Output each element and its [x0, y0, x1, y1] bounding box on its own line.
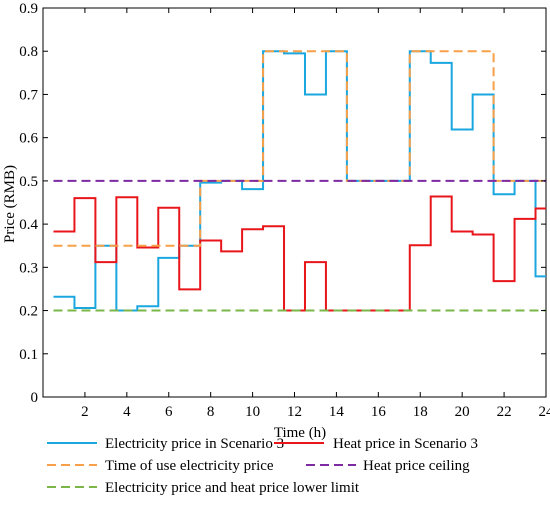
legend-entry: Heat price in Scenario 3: [274, 436, 478, 452]
y-axis-label: Price (RMB): [2, 165, 18, 243]
series-line-0: [53, 50, 546, 312]
legend-label: Electricity price in Scenario 3: [105, 436, 284, 452]
y-tick-label: 0.5: [19, 174, 38, 190]
x-tick-label: 8: [207, 404, 215, 420]
y-tick-label: 0.7: [19, 87, 38, 103]
legend-entry: Electricity price in Scenario 3: [47, 436, 284, 452]
y-tick-label: 0.3: [19, 260, 38, 276]
x-tick-label: 20: [455, 404, 470, 420]
legend: Electricity price in Scenario 3 Heat pric…: [47, 436, 478, 496]
y-tick-label: 0.4: [19, 217, 38, 233]
y-tick-label: 0.8: [19, 44, 38, 60]
legend-entry: Heat price ceiling: [306, 458, 470, 474]
x-tick-label: 4: [123, 404, 131, 420]
x-tick-label: 18: [413, 404, 428, 420]
legend-label: Heat price in Scenario 3: [333, 436, 478, 452]
legend-label: Time of use electricity price: [105, 458, 274, 474]
y-tick-label: 0.1: [19, 347, 38, 363]
y-tick-label: 0: [31, 390, 39, 406]
x-tick-label: 12: [287, 404, 302, 420]
axes-layer: 2 4 6 8 10 12 14 16 18 20 22 2400.10.20.30.40.50.60…: [19, 1, 550, 420]
legend-label: Electricity price and heat price lower l…: [105, 480, 360, 496]
y-tick-label: 0.9: [19, 1, 38, 17]
x-tick-label: 10: [245, 404, 260, 420]
plot-frame: [42, 7, 547, 398]
x-tick-label: 2: [81, 404, 89, 420]
series-line-2: [53, 50, 546, 247]
plot-area: [42, 7, 547, 398]
legend-entry: Time of use electricity price: [47, 458, 274, 474]
x-tick-label: 6: [165, 404, 173, 420]
x-tick-label: 24: [539, 404, 550, 420]
y-tick-label: 0.6: [19, 131, 38, 147]
series-line-1: [53, 195, 546, 312]
x-tick-label: 22: [497, 404, 512, 420]
series-layer: [53, 50, 546, 312]
x-tick-label: 16: [371, 404, 387, 420]
y-tick-label: 0.2: [19, 304, 38, 320]
legend-entry: Electricity price and heat price lower l…: [47, 480, 360, 496]
x-axis-label: Time (h): [274, 425, 326, 441]
x-tick-label: 14: [329, 404, 345, 420]
legend-label: Heat price ceiling: [363, 458, 470, 474]
